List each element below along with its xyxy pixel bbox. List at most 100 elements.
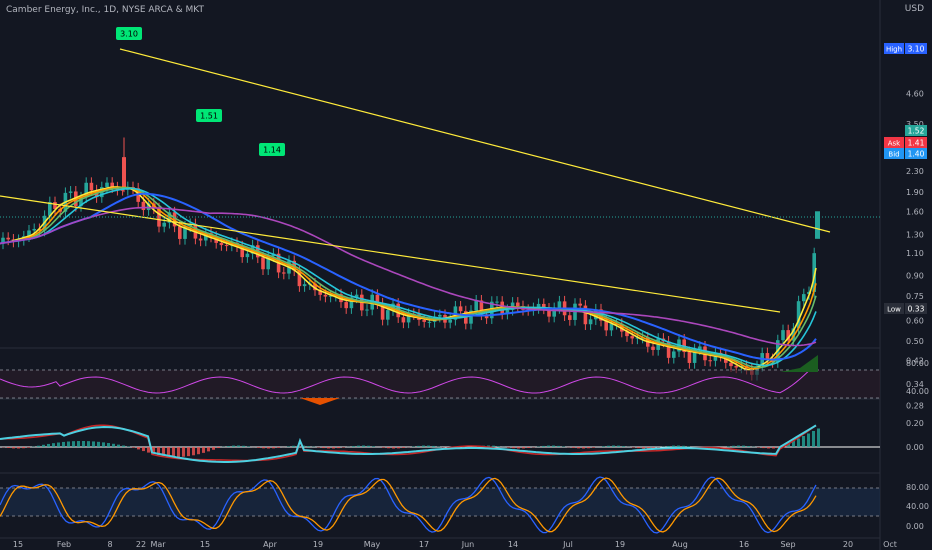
price-tick-0: 4.60 — [906, 90, 924, 99]
trendline-upper — [119, 48, 831, 233]
macd-histogram-bar — [162, 447, 165, 456]
macd-histogram-bar — [652, 447, 655, 449]
candle-body — [729, 362, 733, 367]
candle-body — [651, 346, 655, 350]
macd-histogram-bar — [372, 446, 375, 447]
macd-histogram-bar — [7, 447, 10, 448]
macd-histogram-bar — [522, 447, 525, 449]
macd-histogram-bar — [632, 447, 635, 448]
macd-histogram-bar — [787, 443, 790, 447]
candle-body — [297, 270, 302, 287]
candle-body — [438, 314, 442, 317]
candle-body — [578, 303, 582, 306]
candle-body — [313, 283, 317, 291]
macd-histogram-bar — [387, 447, 390, 449]
time-label-4: Mar — [150, 540, 166, 549]
time-label-16: Sep — [780, 540, 795, 549]
macd-histogram-bar — [242, 445, 245, 447]
candle-body — [261, 257, 265, 270]
macd-histogram-bar — [107, 443, 110, 447]
time-label-3: 22 — [136, 540, 146, 549]
macd-histogram-bar — [797, 438, 800, 447]
callout-box-2 — [259, 143, 285, 156]
rsi-tick-1: 40.00 — [906, 387, 929, 396]
macd-histogram-bar — [557, 445, 560, 447]
time-label-1: Feb — [57, 540, 71, 549]
high-tag-value-bg — [905, 43, 927, 54]
last-tag-value-bg — [905, 125, 927, 136]
macd-histogram-bar — [202, 447, 205, 453]
macd-histogram-bar — [227, 446, 230, 447]
high-tag-label-bg — [884, 43, 904, 54]
macd-histogram-bar — [22, 447, 25, 449]
currency-label: USD — [904, 4, 924, 14]
candle-body — [204, 233, 208, 241]
high-tag-value: 3.10 — [908, 45, 925, 54]
candle-body — [692, 349, 697, 363]
rsi-band — [0, 370, 880, 398]
candle-body — [687, 352, 692, 363]
macd-histogram-bar — [322, 447, 325, 449]
bid-tag-label: Bid — [888, 151, 899, 159]
price-tick-10: 0.60 — [906, 317, 924, 326]
candle-body — [552, 308, 556, 317]
time-label-9: 17 — [419, 540, 429, 549]
candle-body — [198, 238, 203, 241]
time-label-2: 8 — [107, 540, 112, 549]
rsi-overbought-fill — [780, 355, 818, 372]
macd-histogram-bar — [137, 447, 140, 450]
macd-histogram-bar — [612, 445, 615, 447]
time-label-10: Jun — [461, 540, 475, 549]
candle-body — [282, 272, 286, 274]
macd-histogram-bar — [267, 447, 270, 449]
candle-body — [625, 331, 629, 337]
candle-body — [422, 320, 426, 322]
time-label-18: Oct — [883, 540, 897, 549]
candle-body — [796, 301, 801, 329]
candle-body — [734, 366, 738, 368]
macd-histogram-bar — [117, 444, 120, 447]
macd-histogram-bar — [802, 436, 805, 447]
macd-histogram-bar — [257, 447, 260, 448]
callout-label-1: 1.51 — [200, 112, 218, 121]
macd-histogram-bar — [237, 445, 240, 447]
macd-histogram-bar — [542, 445, 545, 447]
macd-histogram-bar — [817, 428, 820, 447]
macd-histogram-bar — [157, 447, 160, 456]
macd-histogram-bar — [432, 445, 435, 447]
candle-body — [635, 337, 640, 339]
price-tick-13: 0.34 — [906, 380, 924, 389]
macd-histogram-bar — [777, 447, 780, 449]
macd-histogram-bar — [67, 441, 70, 447]
macd-histogram-bar — [337, 447, 340, 449]
macd-histogram-bar — [192, 447, 195, 456]
candle-body — [240, 246, 244, 258]
macd-histogram-bar — [492, 445, 495, 447]
candle-body — [375, 294, 380, 304]
macd-histogram-bar — [622, 446, 625, 447]
last-candle — [815, 211, 820, 239]
macd-histogram-bar — [142, 447, 145, 452]
candle-body — [344, 302, 348, 309]
candle-body — [807, 291, 811, 295]
time-label-17: 20 — [843, 540, 853, 549]
low-tag-value: 0.33 — [908, 305, 925, 314]
price-tick-5: 1.60 — [906, 207, 924, 216]
macd-histogram-bar — [102, 442, 105, 447]
macd-histogram-bar — [47, 443, 50, 447]
stoch-k-line — [0, 476, 817, 534]
macd-histogram-bar — [687, 446, 690, 447]
candle-body — [448, 319, 452, 323]
stoch-tick-0: 80.00 — [906, 483, 929, 492]
macd-histogram-bar — [132, 447, 135, 448]
macd-histogram-bar — [382, 447, 385, 448]
macd-histogram-bar — [87, 441, 90, 447]
macd-histogram-bar — [487, 445, 490, 447]
macd-histogram-bar — [677, 445, 680, 447]
candle-body — [89, 182, 94, 191]
price-tick-9: 0.75 — [906, 292, 924, 301]
macd-histogram-bar — [332, 447, 335, 449]
macd-histogram-bar — [82, 441, 85, 447]
macd-histogram-bar — [772, 447, 775, 449]
